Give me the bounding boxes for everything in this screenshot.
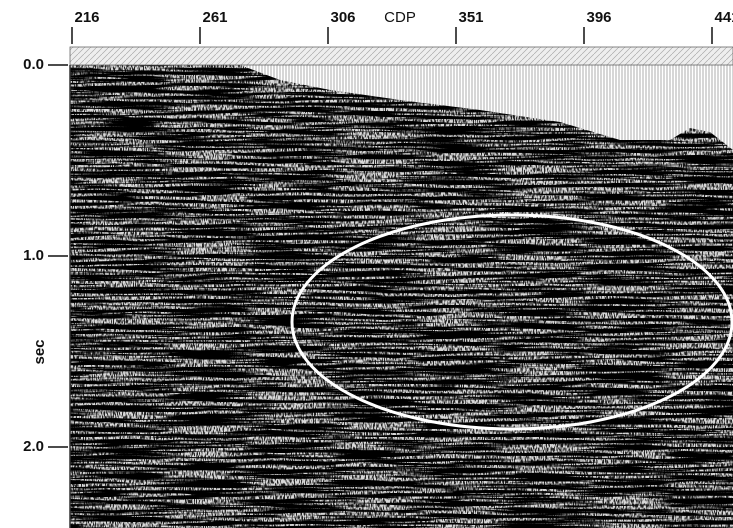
header-strip xyxy=(69,46,733,66)
top-tick-label: 261 xyxy=(202,9,227,26)
top-axis-label: CDP xyxy=(384,9,416,26)
highlight-ellipse xyxy=(290,213,733,431)
top-tick-label: 216 xyxy=(74,9,99,26)
axes: 216 261 306 351 396 441 0.0 1.0 2.0 xyxy=(23,9,733,455)
top-tick-label: 396 xyxy=(586,9,611,26)
top-tick-label: 441 xyxy=(714,9,733,26)
top-tick-label: 306 xyxy=(330,9,355,26)
left-tick-label: 1.0 xyxy=(23,247,44,264)
top-tick-label: 351 xyxy=(458,9,483,26)
left-axis-label: sec xyxy=(31,339,48,364)
left-tick-label: 2.0 xyxy=(23,438,44,455)
left-tick-label: 0.0 xyxy=(23,56,44,73)
water-column xyxy=(240,65,733,150)
seismic-section xyxy=(70,65,733,528)
